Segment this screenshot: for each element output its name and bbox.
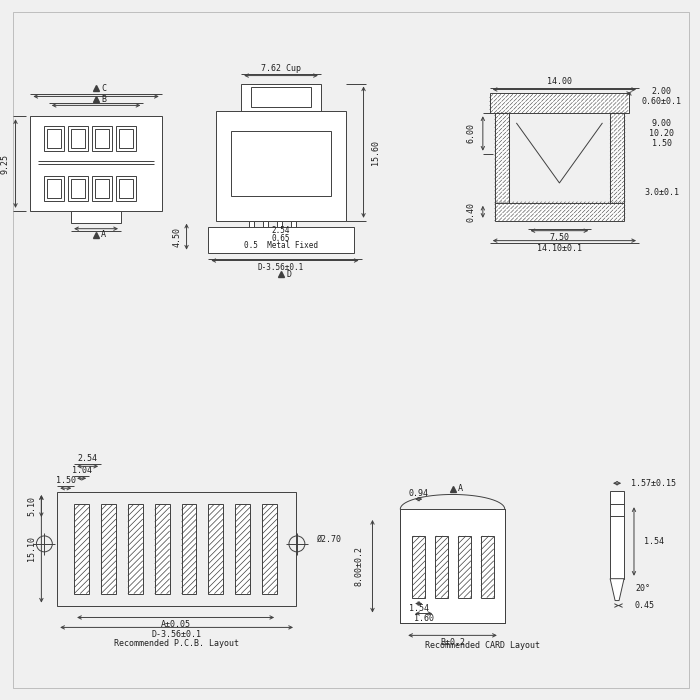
Text: 15.10: 15.10: [27, 536, 36, 561]
Text: D: D: [287, 270, 292, 279]
Text: Recommended CARD Layout: Recommended CARD Layout: [425, 640, 540, 650]
Bar: [155, 504, 169, 594]
Text: 1.57±0.15: 1.57±0.15: [631, 479, 676, 488]
Bar: [209, 227, 354, 253]
Bar: [435, 536, 448, 598]
Bar: [400, 509, 505, 624]
Text: 0.5  Metal Fixed: 0.5 Metal Fixed: [244, 241, 318, 250]
Text: B±0.2: B±0.2: [440, 638, 465, 647]
Bar: [44, 126, 64, 151]
Bar: [610, 113, 624, 203]
Bar: [74, 504, 89, 594]
Text: 2.00: 2.00: [652, 87, 672, 96]
Polygon shape: [610, 579, 624, 601]
Bar: [249, 220, 254, 253]
Text: 2.54: 2.54: [272, 226, 290, 235]
Bar: [490, 94, 629, 113]
Bar: [291, 220, 296, 253]
Text: 2.54: 2.54: [78, 454, 97, 463]
Text: 0.94: 0.94: [409, 489, 428, 498]
Text: 7.50: 7.50: [550, 233, 569, 242]
Bar: [181, 504, 197, 594]
Text: 9.25: 9.25: [0, 153, 9, 174]
Text: C: C: [101, 84, 106, 93]
Bar: [71, 130, 85, 148]
Text: A±0.05: A±0.05: [160, 620, 190, 629]
Bar: [116, 126, 136, 151]
Bar: [119, 179, 133, 198]
Bar: [57, 492, 296, 606]
Bar: [262, 504, 277, 594]
Text: 1.04: 1.04: [71, 466, 92, 475]
Text: 14.10±0.1: 14.10±0.1: [537, 244, 582, 253]
Text: 0.45: 0.45: [635, 601, 655, 610]
Text: 5.10: 5.10: [27, 496, 36, 516]
Text: 10.20: 10.20: [650, 129, 674, 138]
Bar: [412, 536, 425, 598]
Bar: [48, 179, 62, 198]
Text: A: A: [458, 484, 463, 493]
Text: 0.65: 0.65: [272, 234, 290, 243]
Text: 1.60: 1.60: [414, 614, 434, 623]
Bar: [263, 220, 268, 253]
Text: 4.50: 4.50: [172, 227, 181, 246]
Text: D-3.56±0.1: D-3.56±0.1: [152, 630, 202, 639]
Bar: [95, 130, 109, 148]
Bar: [209, 504, 223, 594]
Bar: [71, 179, 85, 198]
Bar: [235, 504, 250, 594]
Bar: [495, 113, 509, 203]
Text: 1.54: 1.54: [409, 604, 428, 613]
Bar: [119, 130, 133, 148]
Text: 1.50: 1.50: [652, 139, 672, 148]
Text: 6.00: 6.00: [466, 123, 475, 144]
Text: 15.60: 15.60: [371, 139, 380, 164]
Bar: [241, 83, 321, 111]
Text: 14.00: 14.00: [547, 77, 572, 86]
Bar: [48, 130, 62, 148]
Text: 0.60±0.1: 0.60±0.1: [642, 97, 682, 106]
Bar: [71, 211, 121, 223]
Text: D-3.56±0.1: D-3.56±0.1: [258, 263, 304, 272]
Bar: [44, 176, 64, 201]
Bar: [458, 536, 471, 598]
Text: B: B: [101, 95, 106, 104]
Text: 1.50: 1.50: [56, 476, 76, 485]
Bar: [92, 176, 112, 201]
Bar: [128, 504, 143, 594]
Text: 7.62 Cup: 7.62 Cup: [261, 64, 301, 73]
Bar: [481, 536, 493, 598]
Bar: [68, 176, 88, 201]
Bar: [101, 504, 116, 594]
Bar: [95, 179, 109, 198]
Text: 0.40: 0.40: [466, 202, 475, 222]
Text: 20°: 20°: [635, 584, 650, 593]
Text: A: A: [101, 230, 106, 239]
Bar: [251, 87, 311, 107]
Bar: [277, 220, 282, 253]
Bar: [495, 203, 624, 220]
Bar: [216, 111, 346, 220]
Bar: [231, 132, 330, 196]
Text: 9.00: 9.00: [652, 119, 672, 128]
Text: 8.00±0.2: 8.00±0.2: [354, 546, 363, 587]
Bar: [68, 126, 88, 151]
Text: 1.54: 1.54: [644, 537, 664, 546]
Bar: [610, 491, 624, 579]
Text: 3.0±0.1: 3.0±0.1: [644, 188, 679, 197]
Text: Ø2.70: Ø2.70: [317, 534, 342, 543]
Bar: [116, 176, 136, 201]
Bar: [30, 116, 162, 211]
Bar: [92, 126, 112, 151]
Text: Recommended P.C.B. Layout: Recommended P.C.B. Layout: [114, 639, 239, 648]
